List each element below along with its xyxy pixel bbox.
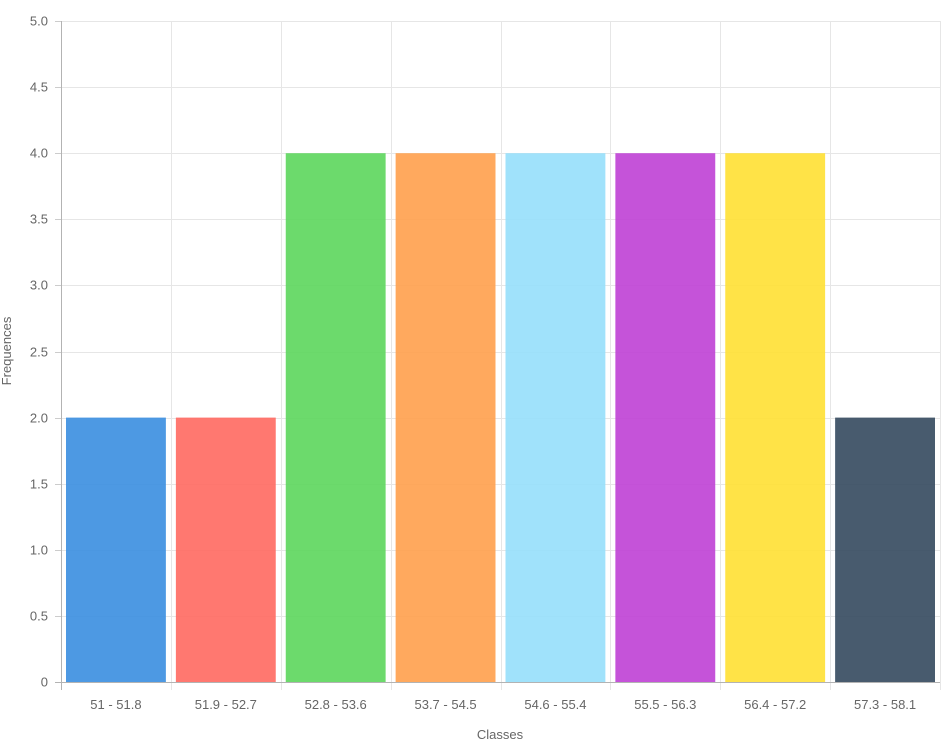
x-axis-title: Classes: [477, 727, 524, 742]
y-axis-title: Frequences: [0, 316, 14, 385]
bar: [615, 153, 716, 682]
bar: [66, 417, 166, 682]
bars: [66, 153, 935, 682]
x-tick-label: 56.4 - 57.2: [744, 697, 806, 712]
x-tick-label: 54.6 - 55.4: [524, 697, 586, 712]
bar: [285, 153, 386, 682]
y-tick-label: 3.0: [30, 278, 48, 293]
bar: [505, 153, 606, 682]
y-tick-label: 1.0: [30, 543, 48, 558]
bar: [175, 417, 276, 682]
bar: [835, 417, 935, 682]
x-tick-labels: 51 - 51.8 51.9 - 52.7 52.8 - 53.6 53.7 - 54…: [90, 697, 916, 712]
bar: [395, 153, 496, 682]
x-tick-label: 53.7 - 54.5: [414, 697, 476, 712]
x-tick-label: 55.5 - 56.3: [634, 697, 696, 712]
x-tick-label: 51 - 51.8: [90, 697, 141, 712]
x-tick-label: 57.3 - 58.1: [854, 697, 916, 712]
y-tick-label: 0: [41, 675, 48, 690]
y-tick-labels: 0 0.5 1.0 1.5 2.0 2.5 3.0 3.5 4.0 4.5 5.0: [30, 14, 48, 690]
y-tick-label: 4.0: [30, 146, 48, 161]
y-tick-label: 3.5: [30, 212, 48, 227]
y-tick-label: 2.5: [30, 345, 48, 360]
y-tick-label: 4.5: [30, 80, 48, 95]
bar: [725, 153, 826, 682]
axes: [55, 21, 940, 690]
y-tick-label: 2.0: [30, 411, 48, 426]
x-tick-label: 51.9 - 52.7: [195, 697, 257, 712]
y-tick-label: 1.5: [30, 477, 48, 492]
x-tick-label: 52.8 - 53.6: [305, 697, 367, 712]
y-tick-label: 5.0: [30, 14, 48, 29]
y-tick-label: 0.5: [30, 609, 48, 624]
